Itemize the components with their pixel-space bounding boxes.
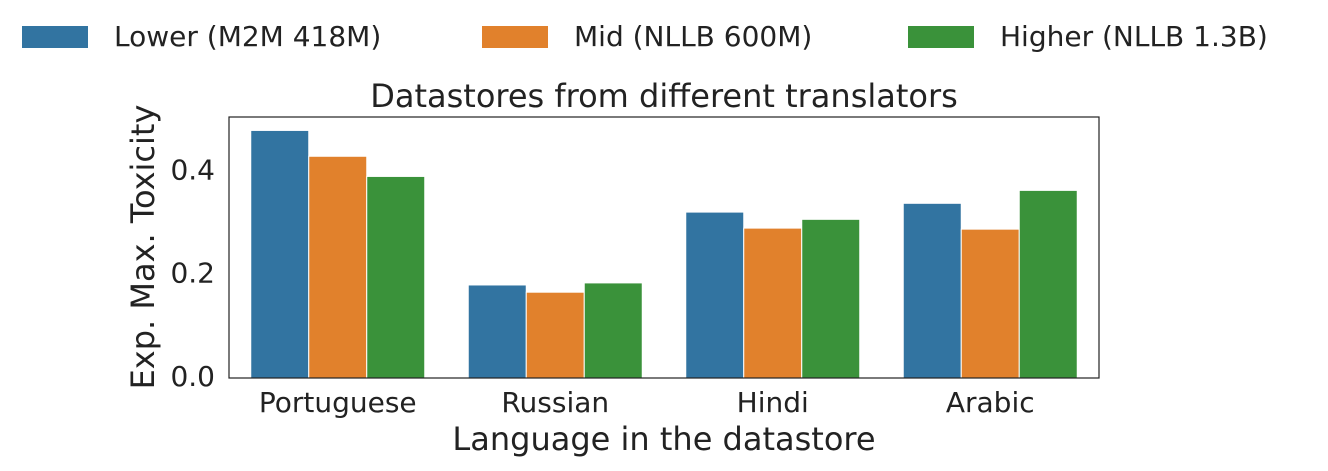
y-tick-label: 0.0 (170, 360, 215, 393)
bar (1018, 189, 1078, 379)
x-tick-label: Russian (501, 386, 609, 419)
bar (366, 175, 426, 379)
y-tick-label: 0.2 (170, 257, 215, 290)
bar (525, 291, 585, 379)
plot-frame (228, 116, 1100, 379)
legend-label: Lower (M2M 418M) (114, 20, 381, 53)
x-tick-label: Portuguese (259, 386, 417, 419)
legend-label: Mid (NLLB 600M) (574, 20, 812, 53)
bar (960, 228, 1020, 379)
x-tick-label: Arabic (946, 386, 1035, 419)
x-axis-label: Language in the datastore (452, 420, 875, 458)
y-tick-label: 0.4 (170, 153, 215, 186)
legend-label: Higher (NLLB 1.3B) (1000, 20, 1268, 53)
legend-swatch (22, 26, 88, 48)
bar (250, 129, 310, 379)
bar (583, 282, 643, 379)
bar (801, 218, 861, 379)
legend-swatch (482, 26, 548, 48)
x-tick-label: Hindi (737, 386, 809, 419)
bar (685, 211, 745, 379)
chart-title: Datastores from different translators (370, 77, 958, 115)
bar (308, 155, 368, 379)
y-axis-label: Exp. Max. Toxicity (124, 105, 162, 390)
legend-swatch (908, 26, 974, 48)
bar (902, 202, 962, 379)
bar (467, 284, 527, 379)
bar (743, 227, 803, 379)
